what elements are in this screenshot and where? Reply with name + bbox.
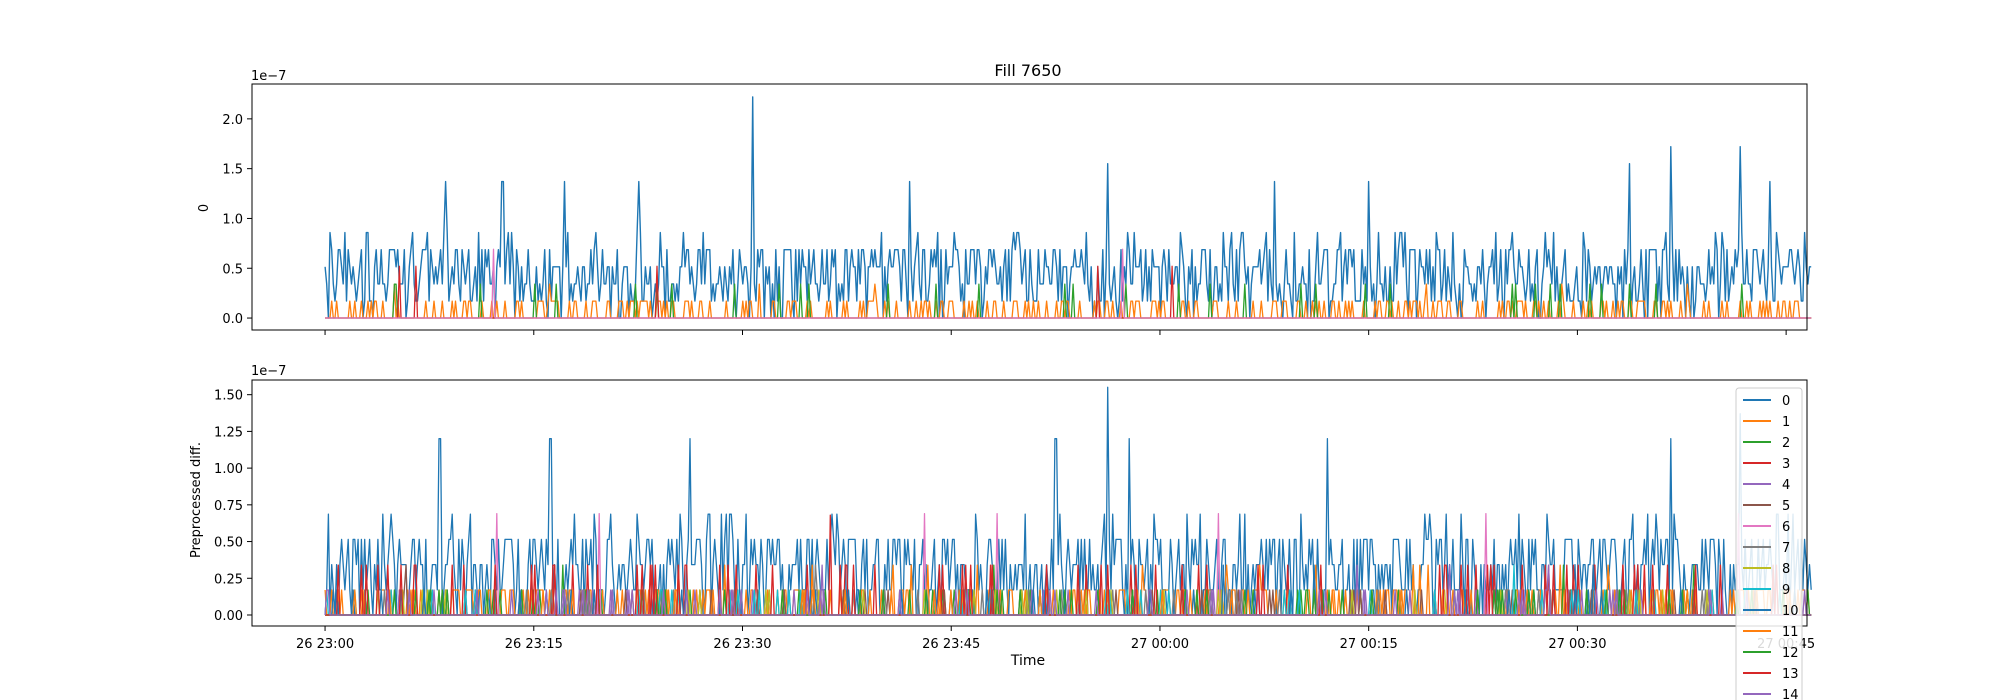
legend-label: 11 [1782,625,1799,640]
x-tick-label: 26 23:30 [713,637,771,652]
legend-label: 2 [1782,436,1790,451]
top-y-tick-label: 1.5 [222,163,243,178]
bottom-y-tick-label: 0.25 [214,572,243,587]
legend-label: 10 [1782,604,1799,619]
top-y-ticks: 0.0 0.5 1.0 1.5 2.0 [222,113,252,327]
x-axis-label: Time [1010,653,1045,669]
bottom-series-lines [324,386,1812,616]
top-series-6-line [325,248,1812,319]
top-offset-text: 1e−7 [251,69,286,84]
legend-label: 13 [1782,667,1799,682]
legend-label: 0 [1782,394,1790,409]
x-tick-label: 26 23:15 [505,637,563,652]
bottom-y-tick-label: 0.00 [214,609,243,624]
top-series-lines [324,96,1812,319]
x-tick-label: 27 00:00 [1131,637,1189,652]
bottom-y-tick-label: 1.25 [214,425,243,440]
legend-label: 5 [1782,499,1790,514]
bottom-series-14-line [324,564,1812,616]
top-axes-frame [251,83,1808,331]
legend-label: 9 [1782,583,1790,598]
top-y-tick-label: 1.0 [222,212,243,227]
top-x-ticks [324,330,1787,335]
top-y-tick-label: 0.0 [222,312,243,327]
legend-label: 4 [1782,478,1790,493]
bottom-y-tick-label: 1.00 [214,462,243,477]
bottom-y-tick-label: 0.50 [214,536,243,551]
legend-label: 12 [1782,646,1799,661]
top-subplot: Fill 7650 1e−7 0 0.0 0.5 1.0 1.5 2.0 [197,61,1812,335]
legend-label: 6 [1782,520,1790,535]
x-tick-label: 26 23:45 [922,637,980,652]
legend-label: 7 [1782,541,1790,556]
legend-frame [1735,387,1803,700]
bottom-y-tick-label: 1.50 [214,389,243,404]
bottom-subplot: 1e−7 Preprocessed diff. Time 0.00 0.25 0.5… [189,364,1815,669]
legend-label: 1 [1782,415,1790,430]
chart-title: Fill 7650 [994,61,1061,80]
legend-label: 8 [1782,562,1790,577]
x-tick-label: 27 00:15 [1340,637,1398,652]
bottom-y-ticks: 0.00 0.25 0.50 0.75 1.00 1.25 1.50 [214,389,252,624]
bottom-axes-frame [251,379,1808,627]
legend-label: 3 [1782,457,1790,472]
bottom-y-tick-label: 0.75 [214,499,243,514]
x-tick-label: 26 23:00 [296,637,354,652]
x-tick-label: 27 00:30 [1548,637,1606,652]
legend-label: 14 [1782,688,1799,700]
top-y-axis-label: 0 [197,204,212,212]
bottom-y-axis-label: Preprocessed diff. [189,442,204,558]
bottom-offset-text: 1e−7 [251,364,286,379]
top-y-tick-label: 2.0 [222,113,243,128]
top-y-tick-label: 0.5 [222,262,243,277]
